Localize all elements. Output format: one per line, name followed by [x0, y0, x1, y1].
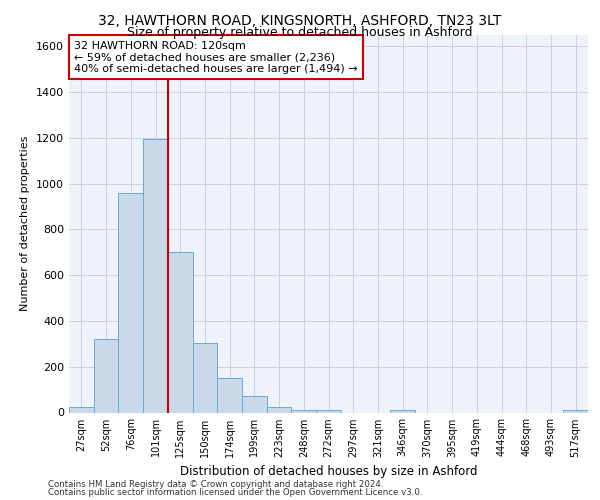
X-axis label: Distribution of detached houses by size in Ashford: Distribution of detached houses by size … [180, 465, 477, 478]
Text: Contains public sector information licensed under the Open Government Licence v3: Contains public sector information licen… [48, 488, 422, 497]
Bar [193, 342, 217, 412]
Text: Size of property relative to detached houses in Ashford: Size of property relative to detached ho… [127, 26, 473, 39]
Bar [390, 410, 415, 412]
Bar [292, 410, 316, 412]
Y-axis label: Number of detached properties: Number of detached properties [20, 136, 31, 312]
Bar [563, 410, 588, 412]
Bar [94, 340, 118, 412]
Text: 32, HAWTHORN ROAD, KINGSNORTH, ASHFORD, TN23 3LT: 32, HAWTHORN ROAD, KINGSNORTH, ASHFORD, … [98, 14, 502, 28]
Bar [143, 139, 168, 412]
Bar [242, 396, 267, 412]
Bar [217, 378, 242, 412]
Text: 32 HAWTHORN ROAD: 120sqm
← 59% of detached houses are smaller (2,236)
40% of sem: 32 HAWTHORN ROAD: 120sqm ← 59% of detach… [74, 40, 358, 74]
Bar [118, 193, 143, 412]
Bar [168, 252, 193, 412]
Text: Contains HM Land Registry data © Crown copyright and database right 2024.: Contains HM Land Registry data © Crown c… [48, 480, 383, 489]
Bar [316, 410, 341, 412]
Bar [69, 407, 94, 412]
Bar [267, 407, 292, 412]
